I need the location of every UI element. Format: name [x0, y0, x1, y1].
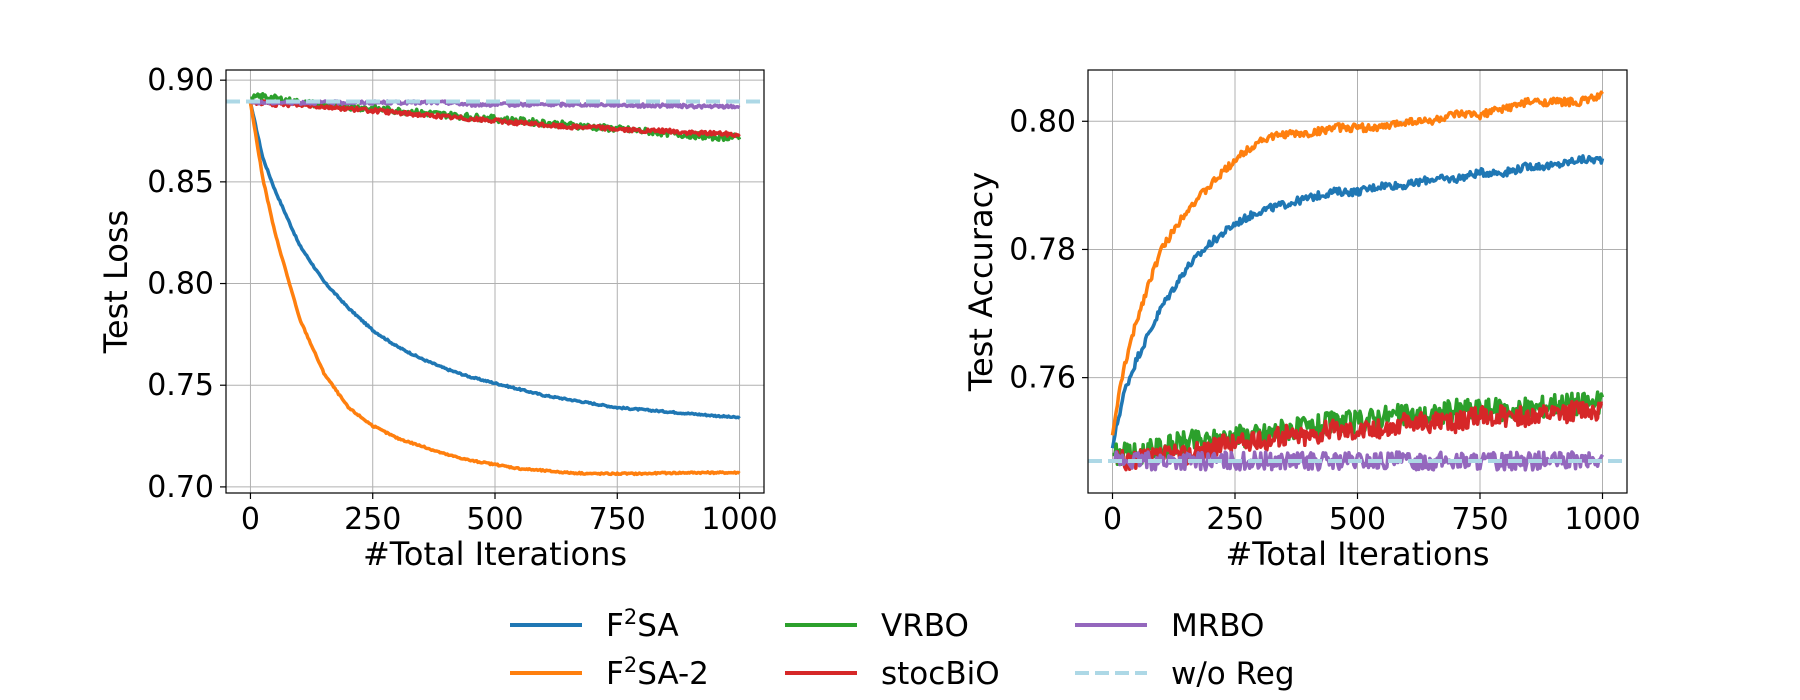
- y-tick-label: 0.80: [1009, 104, 1076, 139]
- x-tick-label: 250: [344, 502, 401, 537]
- y-tick-label: 0.70: [147, 470, 214, 505]
- legend-entry: F2SA-2: [510, 653, 709, 692]
- y-axis-label: Test Accuracy: [962, 172, 1000, 392]
- x-tick-label: 0: [241, 502, 260, 537]
- legend-label: stocBiO: [881, 656, 1000, 692]
- x-tick-label: 1000: [701, 502, 777, 537]
- x-tick-label: 0: [1103, 502, 1122, 537]
- series-line-stocbio: [249, 99, 741, 139]
- chart-test-loss: 0 250 500 750 1000 0.70 0.75 0.80 0.85 0.90 #Total…: [97, 63, 778, 573]
- x-tick-label: 500: [1329, 502, 1386, 537]
- y-axis-label: Test Loss: [97, 210, 135, 354]
- x-tick-label: 500: [466, 502, 523, 537]
- legend-label: w/o Reg: [1171, 656, 1295, 692]
- legend-label: F2SA-2: [606, 653, 709, 692]
- y-tick-label: 0.78: [1009, 232, 1076, 267]
- y-tick-label: 0.75: [147, 368, 214, 403]
- chart-test-accuracy: 0 250 500 750 1000 0.76 0.78 0.80 #Total Iterati…: [962, 69, 1641, 573]
- x-axis-label: #Total Iterations: [363, 535, 627, 573]
- y-tick-label: 0.80: [147, 267, 214, 302]
- legend-label: MRBO: [1171, 608, 1264, 644]
- y-tick-label: 0.76: [1009, 361, 1076, 396]
- legend-entry: stocBiO: [785, 656, 1000, 692]
- legend-label: VRBO: [881, 608, 969, 644]
- x-axis-label: #Total Iterations: [1225, 535, 1489, 573]
- legend-entry: F2SA: [510, 605, 679, 644]
- legend-entry: w/o Reg: [1075, 656, 1295, 692]
- legend: F2SA F2SA-2 VRBO stocBiO MRBO w/o Reg: [510, 605, 1295, 692]
- legend-label: F2SA: [606, 605, 679, 644]
- x-tick-label: 250: [1206, 502, 1263, 537]
- series-line-f-sa-2: [1110, 90, 1604, 436]
- legend-entry: VRBO: [785, 608, 969, 644]
- x-tick-label: 750: [1451, 502, 1508, 537]
- legend-entry: MRBO: [1075, 608, 1264, 644]
- y-tick-label: 0.90: [147, 63, 214, 98]
- x-tick-label: 750: [589, 502, 646, 537]
- y-tick-label: 0.85: [147, 165, 214, 200]
- series-line-f-sa-2: [248, 102, 741, 477]
- series-line-f-sa: [248, 102, 741, 420]
- series-line-f-sa: [1110, 154, 1605, 449]
- x-tick-label: 1000: [1564, 502, 1640, 537]
